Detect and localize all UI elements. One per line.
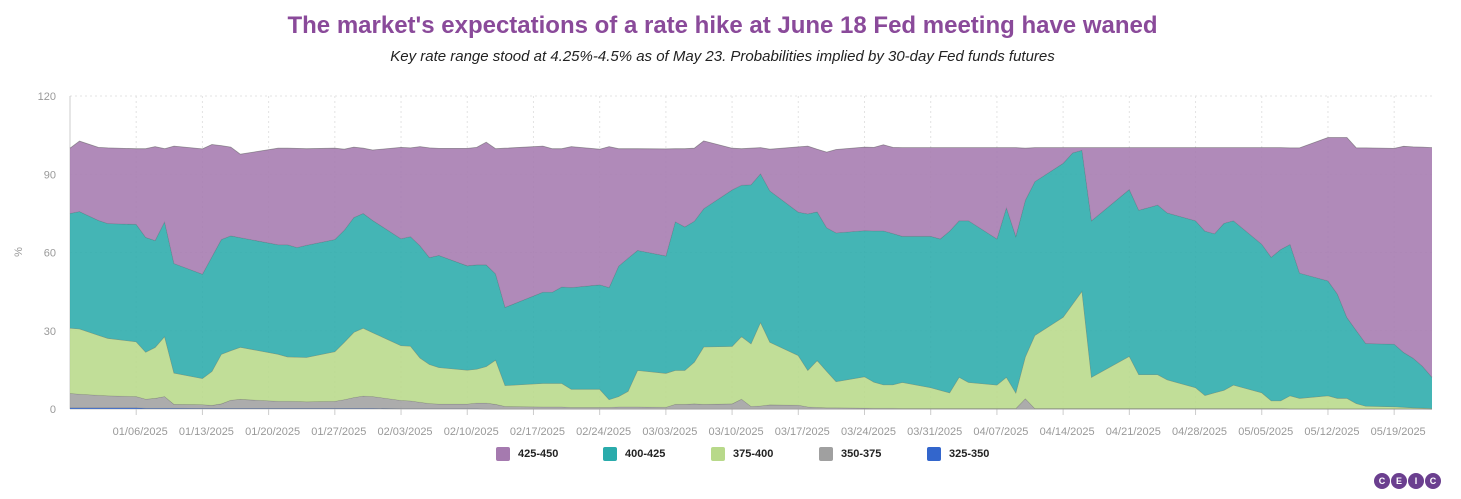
legend-swatch	[819, 447, 833, 461]
y-tick-label: 30	[44, 326, 56, 338]
x-tick-label: 04/21/2025	[1106, 426, 1161, 438]
legend-swatch	[927, 447, 941, 461]
legend-item-425-450[interactable]: 425-450	[496, 447, 558, 461]
legend-swatch	[496, 447, 510, 461]
x-tick-label: 03/24/2025	[841, 426, 896, 438]
stacked-area-chart: 0 30 60 90 120 01/06/2025 01/13/2025 01/20/2025…	[13, 91, 1433, 438]
legend-item-375-400[interactable]: 375-400	[711, 447, 773, 461]
x-tick-label: 02/24/2025	[576, 426, 631, 438]
x-tick-label: 03/17/2025	[775, 426, 830, 438]
series-line-425-450	[69, 137, 1433, 155]
series-area-375-400	[70, 291, 1432, 409]
series-area-425-450	[70, 137, 1432, 378]
series-area-400-425	[70, 150, 1432, 409]
x-tick-label: 04/14/2025	[1040, 426, 1095, 438]
logo-letter: I	[1408, 473, 1424, 489]
x-tick-label: 05/19/2025	[1371, 426, 1426, 438]
x-tick-label: 04/07/2025	[973, 426, 1028, 438]
x-tick-label: 01/20/2025	[245, 426, 300, 438]
x-tick-label: 03/31/2025	[907, 426, 962, 438]
x-tick-label: 03/03/2025	[642, 426, 697, 438]
chart-subtitle: Key rate range stood at 4.25%-4.5% as of…	[390, 48, 1055, 65]
legend-label: 400-425	[625, 448, 666, 460]
chart-title: The market's expectations of a rate hike…	[287, 12, 1158, 39]
y-tick-label: 0	[50, 404, 56, 416]
legend-item-350-375[interactable]: 350-375	[819, 447, 881, 461]
x-tick-label: 03/10/2025	[709, 426, 764, 438]
x-tick-label: 01/06/2025	[113, 426, 168, 438]
legend-label: 375-400	[733, 448, 774, 460]
legend-swatch	[603, 447, 617, 461]
x-tick-label: 05/05/2025	[1238, 426, 1293, 438]
x-tick-label: 02/10/2025	[444, 426, 499, 438]
legend-label: 425-450	[518, 448, 559, 460]
x-tick-label: 05/12/2025	[1304, 426, 1359, 438]
x-tick-label: 02/03/2025	[378, 426, 433, 438]
logo-letter: C	[1425, 473, 1441, 489]
y-tick-label: 120	[38, 91, 56, 103]
x-tick-label: 04/28/2025	[1172, 426, 1227, 438]
legend-label: 350-375	[841, 448, 882, 460]
y-tick-label: 60	[44, 248, 56, 260]
x-tick-label: 01/27/2025	[311, 426, 366, 438]
logo-letter: E	[1391, 473, 1407, 489]
logo-letter: C	[1374, 473, 1390, 489]
y-tick-label: 90	[44, 169, 56, 181]
legend-item-400-425[interactable]: 400-425	[603, 447, 665, 461]
legend-label: 325-350	[949, 448, 990, 460]
legend-swatch	[711, 447, 725, 461]
legend-item-325-350[interactable]: 325-350	[927, 447, 989, 461]
x-tick-label: 01/13/2025	[179, 426, 234, 438]
x-tick-label: 02/17/2025	[510, 426, 565, 438]
series-area-350-375	[70, 393, 1432, 409]
y-axis-label: %	[13, 247, 25, 257]
chart-legend: 425-450 400-425 375-400 350-375 325-350	[0, 447, 1461, 465]
